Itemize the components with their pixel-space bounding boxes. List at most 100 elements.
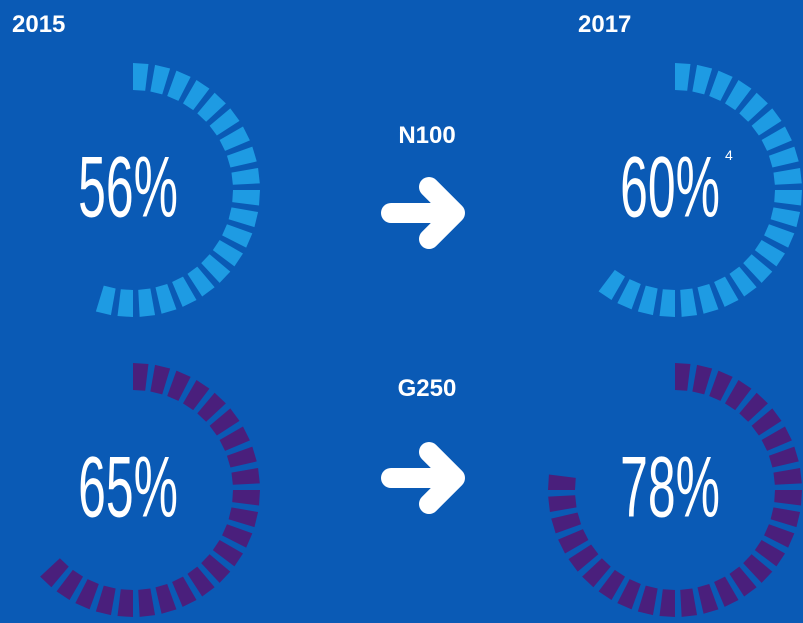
- gauge-segment: [697, 283, 719, 314]
- gauge-segment: [187, 566, 215, 597]
- gauge-segment: [764, 224, 795, 248]
- gauge-segment: [231, 467, 260, 485]
- gauge-segment: [774, 190, 802, 206]
- gauge-segment: [150, 64, 171, 95]
- gauge: [548, 363, 802, 617]
- year-label: 2015: [12, 11, 65, 38]
- gauge-segment: [659, 289, 675, 317]
- gauge-segment: [770, 207, 801, 228]
- gauge-segment: [40, 558, 69, 588]
- gauge-segment: [222, 524, 253, 548]
- gauge-segment: [150, 364, 171, 395]
- gauge-segment: [183, 80, 210, 111]
- gauge-segment: [228, 207, 259, 228]
- gauge-segment: [773, 467, 802, 485]
- gauge-segment: [680, 288, 698, 317]
- gauge-segment: [183, 380, 210, 411]
- gauge-segment: [167, 370, 191, 401]
- gauge-segment: [774, 490, 802, 506]
- gauge-segment: [187, 266, 215, 297]
- gauge-segment: [751, 108, 782, 136]
- gauge-segment: [761, 126, 792, 151]
- gauge-segment: [692, 364, 713, 395]
- gauge-segment: [637, 285, 658, 316]
- gauge-segment: [770, 507, 801, 528]
- gauge-segment: [133, 363, 149, 391]
- gauge-segment: [56, 569, 83, 600]
- gauge-segment: [226, 146, 257, 168]
- gauge-segment: [167, 70, 191, 101]
- gauge-segment: [75, 579, 99, 610]
- gauge-segment: [172, 576, 197, 607]
- gauge-segment: [201, 254, 231, 283]
- gauge-segment: [675, 63, 691, 91]
- gauge-segment: [568, 544, 599, 572]
- gauge-segment: [729, 266, 757, 297]
- gauge-segment: [739, 392, 768, 422]
- gauge-segment: [133, 63, 149, 91]
- percent-label: 60%: [620, 138, 720, 235]
- gauge-segment: [675, 363, 691, 391]
- gauge-segment: [212, 540, 243, 567]
- gauge-segment: [751, 408, 782, 436]
- gauge-segment: [231, 167, 260, 185]
- gauge-segment: [155, 583, 177, 614]
- gauge-segment: [219, 426, 250, 451]
- group-title: N100: [398, 122, 455, 149]
- footnote-ref: 4: [725, 147, 733, 163]
- gauge-segment: [201, 554, 231, 583]
- gauge-segment: [117, 589, 133, 617]
- gauge: [40, 363, 260, 617]
- gauge-segment: [232, 190, 260, 206]
- gauge-segment: [226, 446, 257, 468]
- gauge-segment: [714, 276, 739, 307]
- gauge-segment: [558, 529, 589, 554]
- gauge-segment: [754, 240, 785, 267]
- gauge-segment: [761, 426, 792, 451]
- gauge: [598, 63, 802, 317]
- percent-label: 56%: [78, 138, 178, 235]
- gauge-segment: [209, 408, 240, 436]
- arrow: [381, 442, 465, 514]
- gauge-segment: [709, 370, 733, 401]
- percent-label: 65%: [78, 438, 178, 535]
- gauge-segment: [729, 566, 757, 597]
- gauge-segment: [680, 588, 698, 617]
- gauge-segment: [95, 285, 116, 316]
- gauge-segment: [709, 70, 733, 101]
- gauge-segment: [714, 576, 739, 607]
- year-label: 2017: [578, 11, 631, 38]
- gauge-segment: [692, 64, 713, 95]
- gauge-segment: [598, 269, 625, 300]
- gauge-segment: [117, 289, 133, 317]
- gauge-segment: [637, 585, 658, 616]
- gauge: [95, 63, 260, 317]
- group-title: G250: [398, 375, 457, 402]
- gauge-segment: [155, 283, 177, 314]
- gauge-segment: [598, 569, 625, 600]
- gauge-segment: [582, 558, 611, 588]
- gauge-segment: [172, 276, 197, 307]
- gauge-segment: [138, 288, 156, 317]
- percent-label: 78%: [620, 438, 720, 535]
- arrow: [381, 177, 465, 249]
- gauge-segment: [219, 126, 250, 151]
- gauge-segment: [548, 495, 577, 513]
- gauge-segment: [617, 579, 641, 610]
- gauge-segment: [548, 474, 576, 490]
- gauge-segment: [228, 507, 259, 528]
- gauge-segment: [95, 585, 116, 616]
- gauge-segment: [197, 92, 226, 122]
- gauge-segment: [197, 392, 226, 422]
- gauge-segment: [725, 380, 752, 411]
- gauge-segment: [222, 224, 253, 248]
- gauge-segment: [209, 108, 240, 136]
- gauge-segment: [773, 167, 802, 185]
- gauge-segment: [659, 589, 675, 617]
- gauge-segment: [764, 524, 795, 548]
- gauge-segment: [739, 92, 768, 122]
- gauge-segment: [551, 512, 582, 534]
- gauge-segment: [697, 583, 719, 614]
